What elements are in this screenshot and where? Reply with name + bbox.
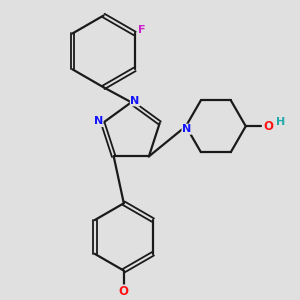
Text: N: N [182,124,191,134]
Text: O: O [119,285,129,298]
Text: N: N [130,96,140,106]
Text: O: O [263,120,273,133]
Text: N: N [94,116,103,127]
Text: H: H [276,118,285,128]
Text: F: F [138,26,145,35]
